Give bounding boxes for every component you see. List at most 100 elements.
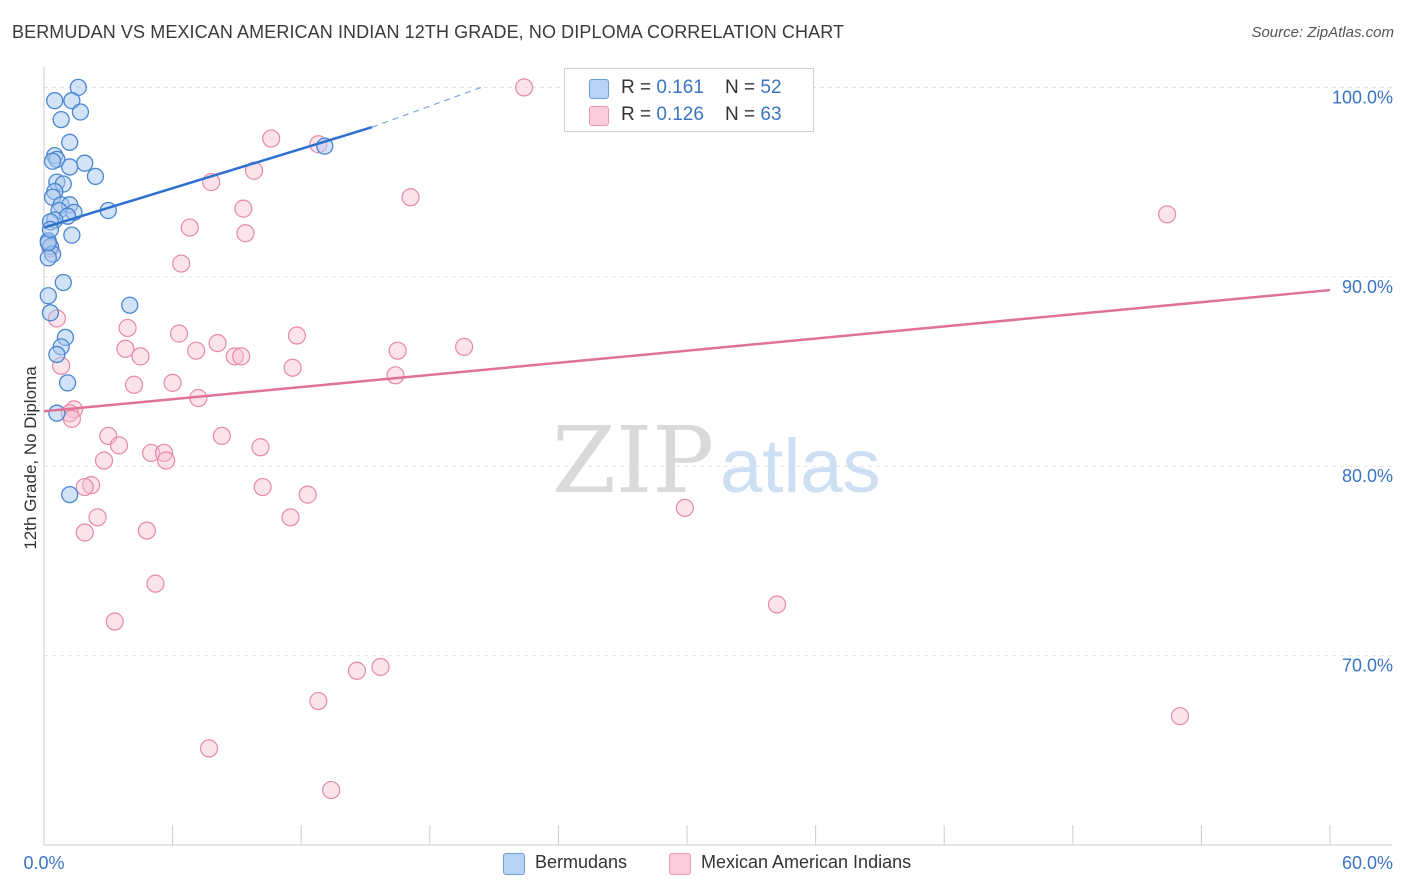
data-point-mexican-american-indians [234, 199, 253, 218]
data-point-mexican-american-indians [62, 409, 81, 428]
data-point-bermudans [46, 92, 64, 110]
data-point-bermudans [71, 103, 90, 121]
legend-r-value: 0.161 [656, 77, 704, 98]
data-point-bermudans [61, 485, 79, 504]
data-point-bermudans [52, 110, 70, 129]
data-point-bermudans [39, 249, 57, 267]
data-point-bermudans [76, 154, 94, 172]
watermark-zip: ZIP [552, 407, 714, 514]
legend-r-value: 0.126 [656, 104, 704, 125]
y-tick-label: 80.0% [1342, 466, 1393, 486]
data-point-mexican-american-indians [1170, 707, 1190, 726]
data-point-bermudans [43, 152, 62, 170]
bottom-legend-swatch-blue [503, 853, 525, 875]
data-point-mexican-american-indians [281, 508, 300, 527]
legend-row-mexican-american-indians: R = 0.126 N = 63 [565, 102, 813, 128]
data-point-mexican-american-indians [82, 476, 101, 495]
legend-row-bermudans: R = 0.161 N = 52 [565, 75, 813, 101]
data-point-mexican-american-indians [180, 218, 199, 237]
trend-line-bermudans [43, 125, 373, 229]
data-point-mexican-american-indians [262, 129, 281, 148]
y-axis-label: 12th Grade, No Diploma [21, 366, 40, 550]
x-tick-label: 0.0% [23, 853, 64, 873]
bermudan-points [39, 78, 334, 504]
legend-n-label: N = [725, 104, 761, 125]
data-point-bermudans [63, 226, 81, 244]
source-credit: Source: ZipAtlas.com [1251, 24, 1394, 41]
data-point-mexican-american-indians [251, 438, 270, 457]
data-point-mexican-american-indians [232, 347, 251, 366]
data-point-mexican-american-indians [212, 426, 231, 446]
data-point-bermudans [54, 273, 72, 292]
data-point-mexican-american-indians [88, 508, 107, 527]
data-point-bermudans [86, 167, 105, 186]
legend-r-label: R = [621, 77, 657, 98]
data-point-mexican-american-indians [169, 324, 189, 343]
data-point-mexican-american-indians [137, 521, 156, 540]
legend-n-value: 52 [760, 77, 782, 98]
data-point-bermudans [121, 296, 139, 314]
data-point-mexican-american-indians [454, 337, 474, 356]
data-point-mexican-american-indians [94, 451, 114, 470]
data-point-mexican-american-indians [199, 739, 219, 758]
data-point-mexican-american-indians [157, 451, 176, 470]
watermark-atlas: atlas [720, 424, 881, 509]
data-point-bermudans [48, 404, 66, 422]
data-point-mexican-american-indians [675, 498, 694, 517]
y-tick-label: 100.0% [1332, 87, 1393, 107]
data-point-mexican-american-indians [309, 691, 328, 711]
data-point-mexican-american-indians [154, 443, 174, 463]
data-point-mexican-american-indians [142, 443, 161, 463]
x-tick-label: 60.0% [1342, 853, 1393, 873]
data-point-mexican-american-indians [236, 224, 255, 243]
bottom-legend-swatch-pink [669, 853, 691, 875]
data-point-mexican-american-indians [347, 661, 367, 680]
data-point-mexican-american-indians [187, 341, 206, 360]
chart-title: BERMUDAN VS MEXICAN AMERICAN INDIAN 12TH… [12, 22, 845, 42]
data-point-mexican-american-indians [298, 485, 317, 504]
data-point-mexican-american-indians [124, 375, 144, 394]
legend-n-value: 63 [760, 104, 782, 125]
data-point-bermudans [61, 133, 79, 151]
data-point-mexican-american-indians [146, 574, 165, 593]
data-point-mexican-american-indians [75, 523, 94, 542]
data-point-mexican-american-indians [371, 657, 390, 677]
data-point-mexican-american-indians [287, 326, 307, 345]
correlation-legend: R = 0.161 N = 52 R = 0.126 N = 63 [564, 68, 814, 132]
data-point-mexican-american-indians [401, 188, 420, 207]
data-point-mexican-american-indians [322, 780, 341, 800]
data-point-bermudans [48, 345, 66, 364]
data-point-mexican-american-indians [225, 347, 244, 366]
data-point-mexican-american-indians [75, 477, 94, 497]
data-point-mexican-american-indians [253, 477, 272, 497]
trend-line-mexican-american-indians [43, 288, 1331, 413]
data-point-mexican-american-indians [283, 358, 302, 377]
mexican-american-indian-points [41, 78, 1190, 800]
trend-lines [43, 86, 1331, 413]
data-point-mexican-american-indians [118, 318, 137, 338]
bottom-legend-label: Mexican American Indians [701, 852, 912, 872]
data-point-mexican-american-indians [1158, 205, 1177, 224]
data-point-bermudans [41, 304, 60, 322]
legend-r-label: R = [621, 104, 657, 125]
data-point-mexican-american-indians [172, 254, 191, 273]
tick-labels: 70.0% 80.0% 90.0% 100.0% 0.0% 60.0% [23, 87, 1393, 873]
data-point-mexican-american-indians [386, 366, 405, 385]
data-point-bermudans [39, 287, 57, 305]
data-point-bermudans [61, 158, 79, 176]
axes [43, 67, 1392, 846]
y-tick-label: 90.0% [1342, 277, 1393, 297]
data-point-mexican-american-indians [388, 341, 407, 360]
bottom-legend-label: Bermudans [535, 852, 628, 872]
data-point-bermudans [63, 92, 81, 110]
y-tick-label: 70.0% [1342, 656, 1393, 676]
trend-line-bermudans-extension [371, 86, 482, 128]
legend-swatch-blue [589, 79, 609, 99]
data-point-mexican-american-indians [131, 347, 150, 366]
data-point-mexican-american-indians [105, 612, 124, 631]
legend-n-label: N = [725, 77, 761, 98]
data-point-mexican-american-indians [767, 595, 787, 614]
data-point-bermudans [58, 374, 77, 392]
data-point-mexican-american-indians [515, 78, 534, 97]
